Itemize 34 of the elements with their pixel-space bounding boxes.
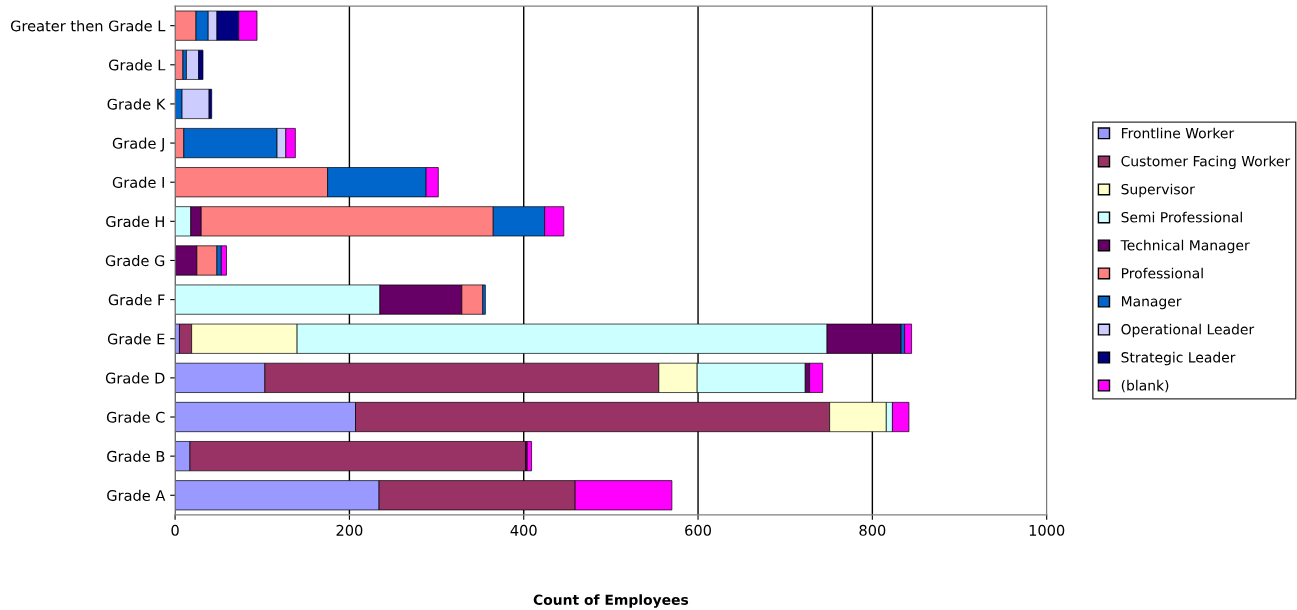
x-tick-label: 600 <box>685 524 711 536</box>
legend-label: Supervisor <box>1121 183 1195 198</box>
x-tick-label: 200 <box>336 524 363 536</box>
y-tick-label: Grade E <box>107 333 165 345</box>
y-tick-label: Grade B <box>107 450 165 462</box>
x-tick-label: 1000 <box>1029 524 1065 536</box>
y-tick-label: Greater then Grade L <box>10 20 166 32</box>
bar <box>904 323 912 354</box>
legend-label: Technical Manager <box>1120 239 1250 254</box>
x-tick-label: 0 <box>171 524 179 536</box>
legend-label: Operational Leader <box>1121 323 1255 338</box>
y-tick-label: Grade L <box>108 59 166 71</box>
legend-label: (blank) <box>1121 379 1169 393</box>
legend-label: Strategic Leader <box>1121 351 1236 366</box>
legend-label: Manager <box>1121 296 1182 310</box>
legend-label: Semi Professional <box>1121 211 1242 223</box>
x-axis-title: Count of Employees <box>533 594 689 608</box>
legend-label: Customer Facing Worker <box>1121 155 1291 170</box>
x-tick-label: 800 <box>859 524 886 536</box>
bar <box>220 245 227 276</box>
bar <box>526 441 532 472</box>
bar <box>809 362 824 393</box>
y-tick-label: Grade A <box>107 489 166 502</box>
y-tick-label: Grade F <box>108 294 165 306</box>
x-tick-label: 400 <box>510 524 537 536</box>
legend-label: Frontline Worker <box>1121 127 1235 139</box>
y-tick-label: Grade K <box>107 98 166 110</box>
y-tick-label: Grade H <box>106 215 164 228</box>
y-tick-label: Grade J <box>112 137 164 152</box>
legend-label: Professional <box>1121 267 1203 279</box>
y-tick-label: Grade D <box>105 372 165 384</box>
y-tick-label: Grade I <box>112 176 164 188</box>
y-tick-label: Grade G <box>105 254 165 267</box>
y-tick-label: Grade C <box>106 411 165 423</box>
